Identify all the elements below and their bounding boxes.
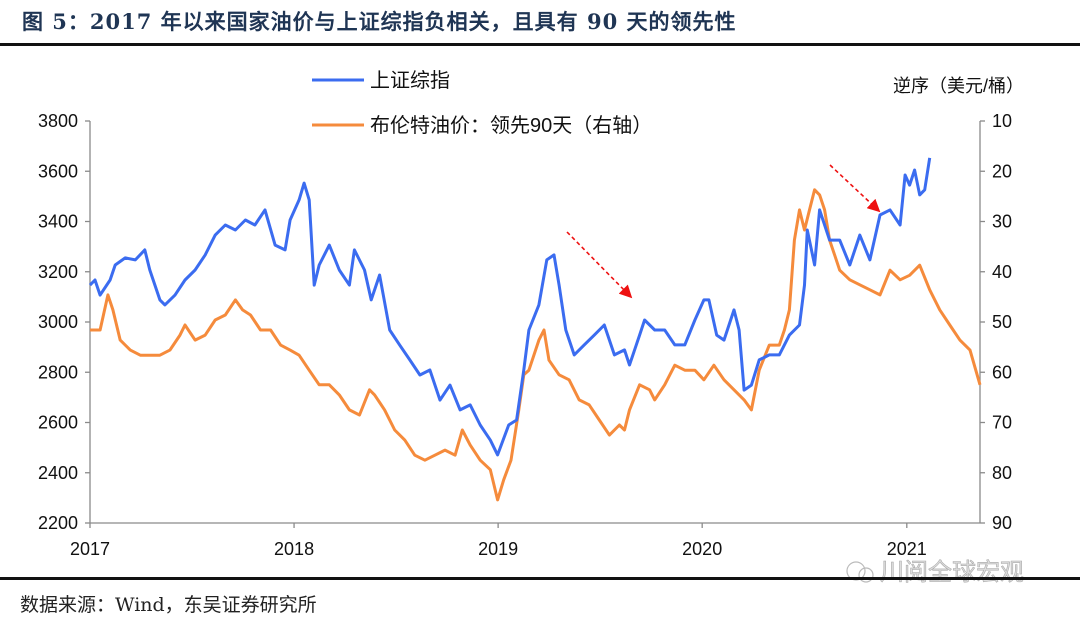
watermark: 川阅全球宏观 [846, 559, 1024, 586]
x-tick-label: 2017 [70, 539, 110, 559]
annotation-arrow [829, 164, 881, 213]
series-line-brent-oil [90, 188, 982, 502]
y-tick-label: 3400 [38, 212, 78, 232]
series-line-shanghai-composite [88, 157, 932, 457]
chart-title: 图 5：2017 年以来国家油价与上证综指负相关，且具有 90 天的领先性 [22, 9, 737, 34]
legend-label-brent: 布伦特油价：领先90天（右轴） [370, 114, 652, 137]
y-tick-label: 3200 [38, 262, 78, 282]
right-axis-label: 逆序（美元/桶） [893, 76, 1024, 96]
y-tick-label: 2600 [38, 413, 78, 433]
y-tick-label: 2200 [38, 513, 78, 533]
y-tick-label: 2800 [38, 362, 78, 382]
annotation-arrow [566, 231, 633, 299]
x-tick-label: 2021 [887, 539, 927, 559]
y2-tick-label: 80 [992, 463, 1012, 483]
y-tick-label: 2400 [38, 463, 78, 483]
y2-tick-label: 90 [992, 513, 1012, 533]
y2-tick-label: 60 [992, 362, 1012, 382]
y2-tick-label: 50 [992, 312, 1012, 332]
source-note: 数据来源：Wind，东吴证券研究所 [20, 594, 317, 616]
footer-divider [0, 577, 1080, 580]
y-tick-label: 3600 [38, 161, 78, 181]
axes: 2200 2400 2600 2800 3000 3200 3400 3600 3800 10 20… [38, 111, 1012, 559]
watermark-text: 川阅全球宏观 [880, 559, 1024, 586]
title-divider [0, 43, 1080, 46]
annotation-arrows [566, 164, 881, 299]
y2-tick-label: 20 [992, 161, 1012, 181]
x-tick-label: 2018 [274, 539, 314, 559]
legend-label-shanghai: 上证综指 [370, 69, 450, 92]
x-tick-label: 2020 [682, 539, 722, 559]
y-tick-label: 3000 [38, 312, 78, 332]
y-tick-label: 3800 [38, 111, 78, 131]
legend: 上证综指 布伦特油价：领先90天（右轴） [312, 69, 652, 137]
series-layer [88, 157, 982, 502]
y2-tick-label: 10 [992, 111, 1012, 131]
y2-tick-label: 30 [992, 212, 1012, 232]
y2-tick-label: 40 [992, 262, 1012, 282]
x-tick-label: 2019 [478, 539, 518, 559]
y2-tick-label: 70 [992, 413, 1012, 433]
